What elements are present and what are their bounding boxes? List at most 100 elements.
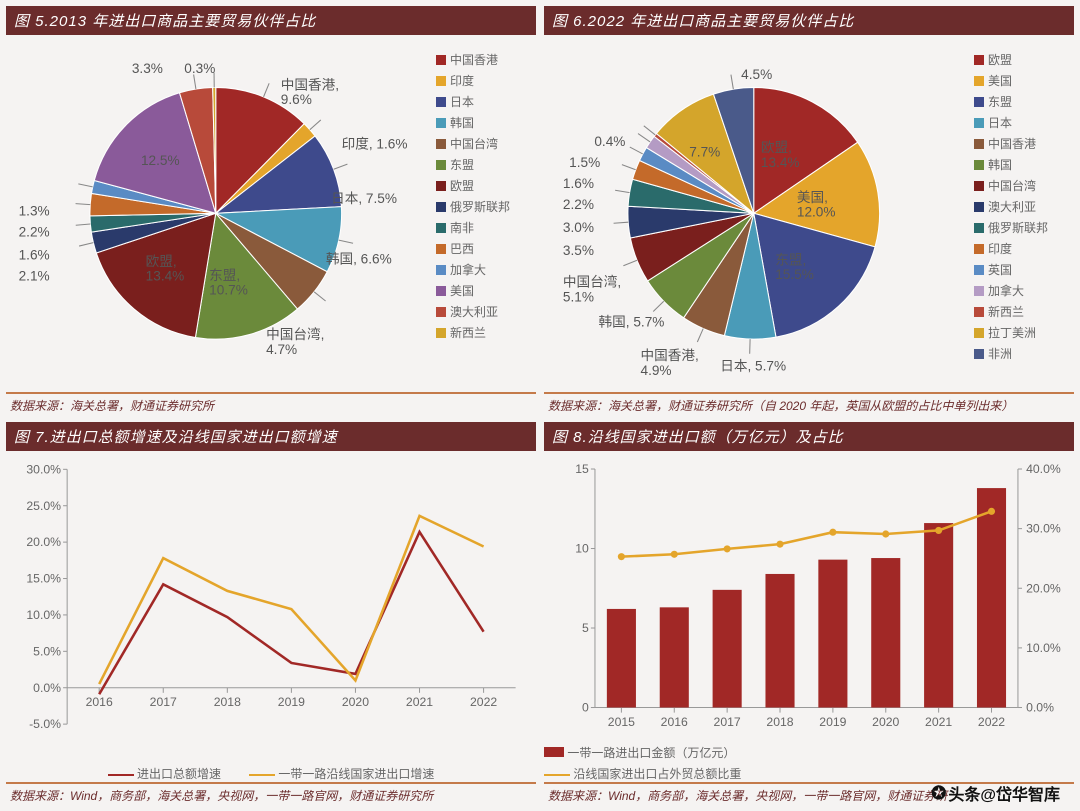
panel-6: 图 6.2022 年进出口商品主要贸易伙伴占比 欧盟,13.4%美国,12.0%… [544,6,1074,414]
legend-item: 印度 [436,72,530,89]
legend-item: 一带一路进出口金额（万亿元） [544,744,1074,761]
panel-6-title: 图 6.2022 年进出口商品主要贸易伙伴占比 [544,6,1074,35]
legend-label: 新西兰 [450,324,486,341]
slice-label: 日本, 5.7% [720,359,786,374]
legend-label: 中国香港 [450,51,498,68]
bar [871,558,900,707]
slice-label: 3.5% [563,243,594,258]
legend-item: 欧盟 [436,177,530,194]
svg-text:2019: 2019 [819,715,846,729]
bar [977,488,1006,707]
panel-7-body: -5.0%0.0%5.0%10.0%15.0%20.0%25.0%30.0%20… [6,451,536,782]
svg-text:2020: 2020 [342,695,369,709]
svg-text:2018: 2018 [766,715,793,729]
slice-label: 1.6% [19,247,50,262]
slice-label: 4.5% [741,67,772,82]
svg-text:25.0%: 25.0% [26,499,61,513]
legend-item: 日本 [974,114,1068,131]
legend-swatch [436,97,446,107]
legend-label: 中国香港 [988,135,1036,152]
panel-6-body: 欧盟,13.4%美国,12.0%东盟,15.5%日本, 5.7%中国香港,4.9… [544,35,1074,392]
bar [924,523,953,707]
panel-8-body: 0510150.0%10.0%20.0%30.0%40.0%2015201620… [544,451,1074,782]
slice-label: 3.0% [563,220,594,235]
panel-7: 图 7.进出口总额增速及沿线国家进出口额增速 -5.0%0.0%5.0%10.0… [6,422,536,805]
legend-item: 英国 [974,261,1068,278]
legend-item: 美国 [974,72,1068,89]
legend-item: 进出口总额增速 [108,765,221,782]
bar [660,608,689,708]
slice-label: 5.1% [563,289,594,304]
legend-swatch [436,328,446,338]
legend-item: 澳大利亚 [436,303,530,320]
legend-item: 东盟 [436,156,530,173]
legend-label: 俄罗斯联邦 [450,198,510,215]
slice-label: 12.0% [797,205,836,220]
legend-swatch [436,286,446,296]
slice-label: 印度, 1.6% [342,136,408,151]
legend-label: 俄罗斯联邦 [988,219,1048,236]
legend-item: 印度 [974,240,1068,257]
legend-label: 日本 [988,114,1012,131]
bar-line-chart: 0510150.0%10.0%20.0%30.0%40.0%2015201620… [544,451,1074,742]
slice-label: 日本, 7.5% [331,191,397,206]
panel-5-body: 中国香港,9.6%印度, 1.6%日本, 7.5%韩国, 6.6%中国台湾,4.… [6,35,536,392]
slice-label: 中国香港, [281,78,339,93]
legend-item: 美国 [436,282,530,299]
slice-label: 欧盟, [146,254,177,269]
legend-swatch [436,118,446,128]
legend-label: 日本 [450,93,474,110]
svg-text:2018: 2018 [214,695,241,709]
panel-5-title: 图 5.2013 年进出口商品主要贸易伙伴占比 [6,6,536,35]
legend-label: 新西兰 [988,303,1024,320]
legend-bar-line: 一带一路进出口金额（万亿元） 沿线国家进出口占外贸总额比重 [544,742,1074,782]
legend-label: 美国 [450,282,474,299]
dashboard-grid: 图 5.2013 年进出口商品主要贸易伙伴占比 中国香港,9.6% 印度, 1.6… [0,0,1080,811]
legend-item: 韩国 [974,156,1068,173]
legend-swatch [436,244,446,254]
panel-7-footer: 数据来源：Wind，商务部，海关总署，央视网，一带一路官网，财通证券研究所 [6,782,536,805]
legend-item: 南非 [436,219,530,236]
legend-item: 巴西 [436,240,530,257]
legend-label: 欧盟 [988,51,1012,68]
legend-item: 加拿大 [436,261,530,278]
legend-label: 加拿大 [450,261,486,278]
slice-label: 2.2% [563,197,594,212]
legend-2013: 中国香港印度日本韩国中国台湾东盟欧盟俄罗斯联邦南非巴西加拿大美国澳大利亚新西兰 [436,35,536,392]
bar [765,574,794,708]
svg-text:2017: 2017 [150,695,177,709]
line-series [99,532,483,694]
svg-text:30.0%: 30.0% [1026,522,1061,536]
slice-label: 美国, [797,190,828,205]
svg-text:20.0%: 20.0% [1026,582,1061,596]
svg-text:2017: 2017 [714,715,741,729]
slice-label: 欧盟, [761,140,792,155]
panel-8: 图 8.沿线国家进出口额（万亿元）及占比 0510150.0%10.0%20.0… [544,422,1074,805]
svg-text:2015: 2015 [608,715,635,729]
svg-text:10.0%: 10.0% [26,608,61,622]
slice-label: 中国台湾, [266,326,324,342]
legend-item: 中国台湾 [974,177,1068,194]
legend-swatch [436,181,446,191]
svg-text:2019: 2019 [278,695,305,709]
slice-label: 9.6% [281,92,312,107]
slice-label: 4.9% [640,363,671,378]
svg-text:5.0%: 5.0% [33,645,61,659]
legend-label: 欧盟 [450,177,474,194]
legend-item: 韩国 [436,114,530,131]
legend-item: 拉丁美洲 [974,324,1068,341]
legend-item: 欧盟 [974,51,1068,68]
legend-item: 日本 [436,93,530,110]
legend-item: 一带一路沿线国家进出口增速 [249,765,434,782]
panel-5-footer: 数据来源：海关总署，财通证券研究所 [6,392,536,415]
svg-text:15.0%: 15.0% [26,572,61,586]
pie-chart-2013: 中国香港,9.6%印度, 1.6%日本, 7.5%韩国, 6.6%中国台湾,4.… [6,35,436,392]
legend-swatch [436,160,446,170]
svg-text:2020: 2020 [872,715,899,729]
legend-item: 东盟 [974,93,1068,110]
svg-text:2022: 2022 [978,715,1005,729]
legend-item: 中国台湾 [436,135,530,152]
legend-swatch [436,139,446,149]
svg-text:40.0%: 40.0% [1026,462,1061,476]
legend-label: 加拿大 [988,282,1024,299]
